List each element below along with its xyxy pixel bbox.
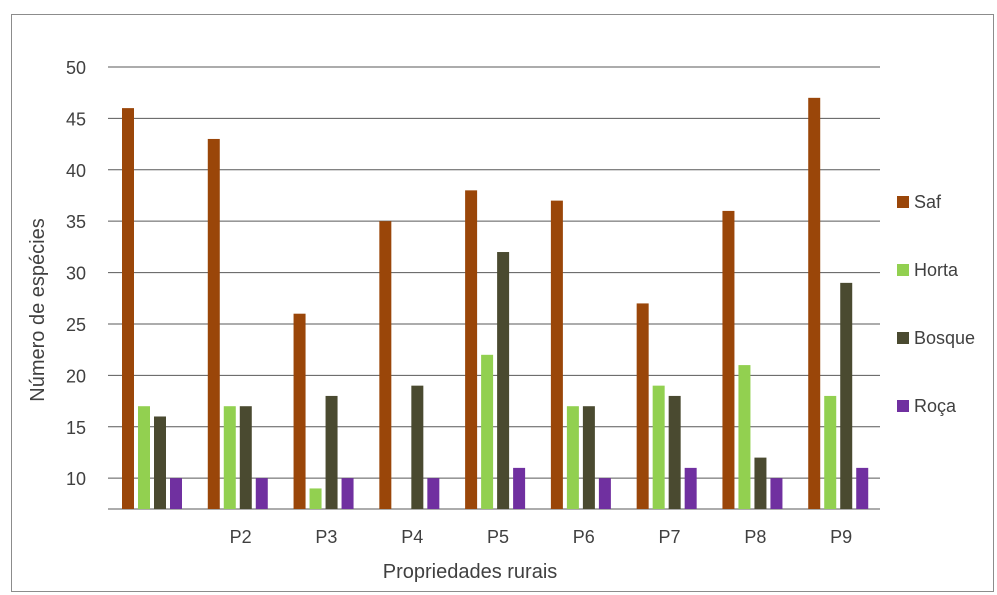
chart-frame [11, 14, 994, 592]
x-tick-label: P3 [315, 527, 337, 547]
bar-saf [293, 313, 306, 509]
x-tick-label: P4 [401, 527, 423, 547]
bar-roça [684, 467, 697, 509]
legend: Saf Horta Bosque Roça [897, 192, 975, 416]
bar-saf [122, 108, 134, 510]
bar-horta [566, 406, 579, 509]
y-tick-label: 50 [66, 58, 86, 78]
legend-label-horta: Horta [914, 260, 959, 280]
bar-bosque [497, 252, 510, 509]
x-tick-label: P5 [487, 527, 509, 547]
legend-swatch-bosque [897, 332, 909, 344]
x-tick-label: P9 [830, 527, 852, 547]
legend-label-bosque: Bosque [914, 328, 975, 348]
x-tick-label: P2 [230, 527, 252, 547]
bar-roça [513, 467, 526, 509]
bar-horta [309, 488, 322, 509]
bar-roça [341, 478, 354, 509]
y-tick-label: 25 [66, 315, 86, 335]
bar-saf [379, 221, 392, 510]
bar-bosque [668, 395, 681, 509]
y-tick-label: 35 [66, 212, 86, 232]
y-axis-label: Número de espécies [27, 218, 49, 401]
bar-bosque [754, 457, 767, 509]
bar-horta [824, 395, 837, 509]
y-tick-label: 40 [66, 161, 86, 181]
gridlines [108, 66, 880, 510]
bar-horta [138, 406, 150, 509]
legend-swatch-saf [897, 196, 909, 208]
bar-bosque [239, 406, 252, 509]
bars [122, 97, 869, 510]
bar-saf [550, 200, 563, 509]
bar-roça [170, 478, 182, 509]
y-tick-label: 20 [66, 366, 86, 386]
bar-horta [738, 365, 751, 509]
y-axis-ticks: 10 15 20 25 30 35 40 45 50 [66, 58, 86, 489]
y-tick-label: 10 [66, 469, 86, 489]
bar-saf [207, 138, 220, 509]
y-tick-label: 15 [66, 418, 86, 438]
bar-roça [427, 478, 440, 509]
x-tick-label: P7 [659, 527, 681, 547]
x-axis-label: Propriedades rurais [383, 561, 558, 583]
bar-horta [223, 406, 236, 509]
bar-saf [636, 303, 649, 509]
bar-roça [770, 478, 783, 509]
legend-swatch-horta [897, 264, 909, 276]
x-axis-ticks: P2 P3 P4 P5 P6 P7 P8 P9 [230, 527, 852, 547]
legend-label-saf: Saf [914, 192, 942, 212]
y-tick-label: 45 [66, 109, 86, 129]
bar-roça [856, 467, 869, 509]
bar-saf [722, 210, 735, 509]
x-tick-label: P6 [573, 527, 595, 547]
legend-swatch-roça [897, 400, 909, 412]
bar-bosque [840, 282, 853, 509]
y-tick-label: 30 [66, 264, 86, 284]
bar-horta [481, 354, 494, 509]
bar-bosque [154, 416, 166, 509]
bar-saf [808, 97, 821, 509]
bar-roça [598, 478, 611, 509]
bar-saf [465, 190, 478, 510]
x-tick-label: P8 [744, 527, 766, 547]
legend-label-roça: Roça [914, 396, 957, 416]
bar-horta [652, 385, 665, 509]
bar-bosque [582, 406, 595, 509]
bar-bosque [325, 395, 338, 509]
bar-bosque [411, 385, 424, 509]
bar-roça [255, 478, 268, 509]
